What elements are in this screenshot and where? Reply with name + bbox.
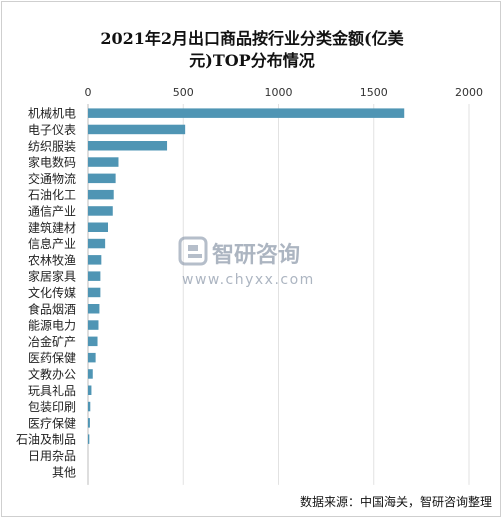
- watermark-logo-icon: [178, 236, 208, 266]
- bar: [88, 222, 109, 232]
- y-category-label: 石油化工: [28, 188, 76, 202]
- y-category-label: 建筑建材: [28, 220, 76, 235]
- watermark: 智研咨询 www.chyxx.com: [178, 234, 328, 290]
- x-tick-label: 0: [85, 86, 92, 99]
- bar: [88, 434, 90, 444]
- chart-title-line-1: 2021年2月出口商品按行业分类金额(亿美: [100, 29, 404, 48]
- bar: [88, 173, 116, 184]
- bar: [88, 418, 90, 428]
- bar: [88, 157, 119, 167]
- y-category-label: 电子仪表: [28, 123, 76, 137]
- x-tick-label: 1000: [265, 86, 293, 99]
- y-category-labels: 机械机电电子仪表纺织服装家电数码交通物流石油化工通信产业建筑建材信息产业农林牧渔…: [16, 106, 76, 480]
- y-category-label: 机械机电: [28, 106, 76, 121]
- y-category-label: 其他: [52, 465, 76, 479]
- bar: [88, 189, 114, 200]
- x-tick-label: 500: [173, 86, 194, 99]
- chart-title-line-2: 元)TOP分布情况: [189, 51, 315, 70]
- y-category-label: 交通物流: [28, 171, 76, 186]
- y-category-label: 医药保健: [28, 351, 76, 365]
- bar: [88, 238, 106, 249]
- y-category-label: 家居家具: [28, 269, 76, 284]
- bar: [88, 141, 168, 151]
- y-category-label: 文化传媒: [28, 285, 76, 300]
- y-category-label: 玩具礼品: [28, 383, 76, 398]
- bar: [88, 401, 91, 412]
- y-category-label: 食品烟酒: [28, 301, 76, 316]
- bar: [88, 352, 96, 363]
- bar: [88, 287, 101, 298]
- watermark-url: www.chyxx.com: [182, 272, 315, 288]
- chart-title: 2021年2月出口商品按行业分类金额(亿美 元)TOP分布情况: [0, 28, 504, 72]
- y-category-label: 包装印刷: [28, 400, 76, 414]
- bar: [88, 336, 98, 347]
- y-category-label: 医疗保健: [28, 416, 76, 430]
- x-tick-labels: 0 500 1000 1500 2000: [85, 86, 484, 99]
- bar: [88, 206, 113, 216]
- bar: [88, 124, 186, 135]
- bar: [88, 271, 101, 281]
- y-category-label: 石油及制品: [16, 433, 76, 447]
- bar: [88, 304, 100, 314]
- y-category-label: 日用杂品: [28, 449, 76, 463]
- y-category-label: 冶金矿产: [28, 334, 76, 349]
- source-note: 数据来源：中国海关，智研咨询整理: [299, 495, 492, 509]
- y-category-label: 信息产业: [28, 236, 76, 251]
- bar: [88, 369, 93, 379]
- bar: [88, 320, 99, 330]
- y-category-label: 文教办公: [28, 366, 76, 381]
- y-category-label: 能源电力: [28, 319, 76, 333]
- bar: [88, 385, 92, 395]
- bar: [88, 255, 102, 265]
- y-category-label: 纺织服装: [28, 139, 76, 153]
- bars: [88, 108, 405, 444]
- grid-lines: [87, 104, 470, 485]
- y-category-label: 通信产业: [28, 204, 76, 218]
- watermark-brand: 智研咨询: [212, 242, 300, 268]
- x-tick-label: 1500: [360, 86, 388, 99]
- bar: [88, 108, 405, 118]
- y-category-label: 家电数码: [28, 155, 76, 170]
- y-category-label: 农林牧渔: [28, 253, 76, 267]
- x-tick-label: 2000: [455, 86, 483, 99]
